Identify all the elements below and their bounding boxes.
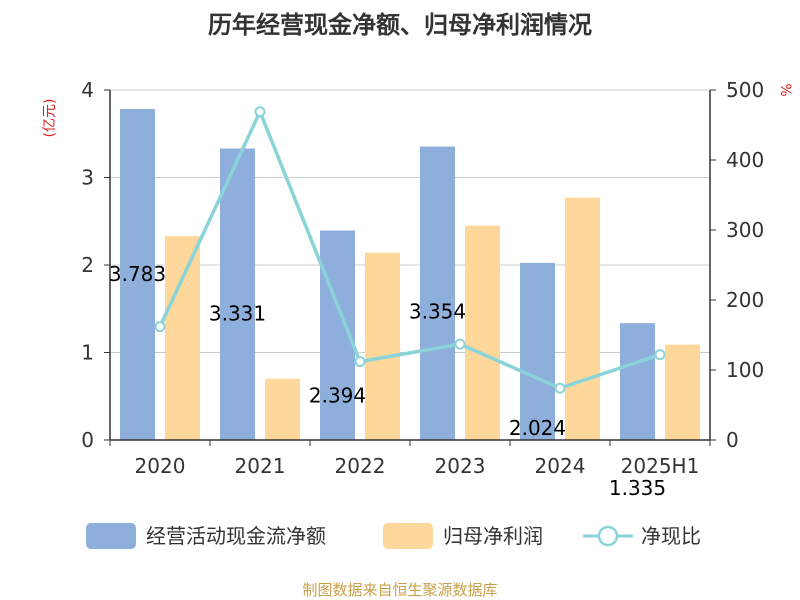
data-label-cashflow: 3.331 bbox=[209, 302, 266, 326]
bar-cashflow bbox=[620, 323, 655, 440]
legend-label-profit: 归母净利润 bbox=[443, 524, 543, 548]
ratio-line bbox=[154, 106, 666, 394]
right-tick-label: 500 bbox=[726, 78, 764, 102]
left-axis-unit: (亿元) bbox=[42, 99, 58, 138]
bar-cashflow bbox=[420, 146, 455, 440]
legend-label-ratio: 净现比 bbox=[641, 524, 701, 548]
ratio-point bbox=[254, 106, 266, 118]
ratio-polyline bbox=[158, 109, 661, 390]
bar-profit bbox=[665, 344, 700, 440]
legend-swatch-profit[interactable] bbox=[383, 523, 433, 549]
bar-profit bbox=[465, 225, 500, 440]
bar-profit bbox=[365, 252, 400, 440]
legend-label-cashflow: 经营活动现金流净额 bbox=[146, 524, 326, 548]
axes: 0 1 2 3 4 0 100 200 300 400 500 2020 2021 2022 2023 202… bbox=[81, 78, 764, 478]
legend-swatch-cashflow[interactable] bbox=[86, 523, 136, 549]
bar-cashflow bbox=[520, 262, 555, 440]
legend-marker-ratio bbox=[597, 525, 619, 547]
right-tick-label: 300 bbox=[726, 218, 764, 242]
chart-title: 历年经营现金净额、归母净利润情况 bbox=[208, 11, 592, 39]
data-label-cashflow: 3.783 bbox=[109, 262, 166, 286]
x-tick-label: 2022 bbox=[335, 454, 386, 478]
data-label-cashflow: 1.335 bbox=[609, 476, 666, 500]
ratio-point bbox=[454, 338, 466, 350]
bar-cashflow bbox=[120, 108, 155, 441]
ratio-point bbox=[554, 382, 566, 394]
right-tick-label: 400 bbox=[726, 148, 764, 172]
bar-cashflow bbox=[220, 148, 255, 440]
ratio-point bbox=[654, 349, 666, 361]
bar-profit bbox=[565, 197, 600, 440]
x-tick-label: 2020 bbox=[135, 454, 186, 478]
bars bbox=[120, 108, 700, 441]
left-tick-label: 3 bbox=[81, 166, 94, 190]
bar-profit bbox=[265, 378, 300, 440]
left-tick-label: 2 bbox=[81, 253, 94, 277]
x-tick-label: 2025H1 bbox=[621, 454, 700, 478]
bar-profit bbox=[165, 236, 200, 440]
data-labels: 3.783 3.331 2.394 3.354 2.024 1.335 bbox=[109, 262, 666, 500]
data-label-cashflow: 3.354 bbox=[409, 300, 466, 324]
x-tick-label: 2023 bbox=[435, 454, 486, 478]
right-tick-label: 0 bbox=[726, 428, 739, 452]
left-tick-label: 4 bbox=[81, 78, 94, 102]
source-note: 制图数据来自恒生聚源数据库 bbox=[302, 581, 497, 599]
left-tick-label: 1 bbox=[81, 341, 94, 365]
x-tick-label: 2021 bbox=[235, 454, 286, 478]
right-tick-label: 200 bbox=[726, 288, 764, 312]
right-tick-label: 100 bbox=[726, 358, 764, 382]
legend: 经营活动现金流净额 归母净利润 净现比 bbox=[86, 523, 701, 549]
left-tick-label: 0 bbox=[81, 428, 94, 452]
x-tick-label: 2024 bbox=[535, 454, 586, 478]
right-axis-unit: % bbox=[777, 83, 793, 96]
ratio-point bbox=[354, 356, 366, 368]
data-label-cashflow: 2.394 bbox=[309, 384, 366, 408]
ratio-point bbox=[154, 321, 166, 333]
data-label-cashflow: 2.024 bbox=[509, 416, 566, 440]
